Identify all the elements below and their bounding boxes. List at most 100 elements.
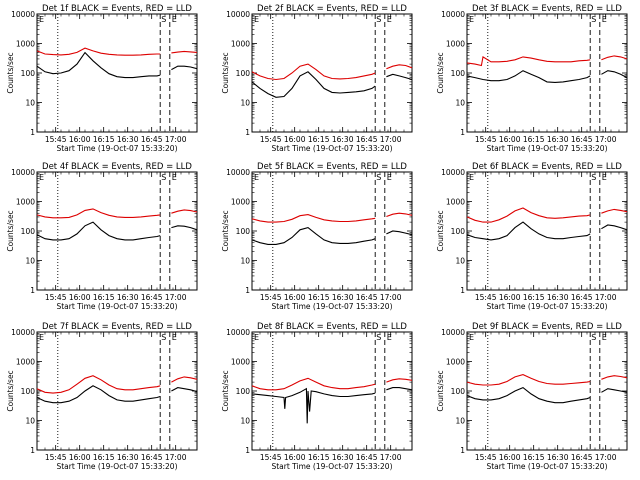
- plot-frame: [251, 13, 413, 133]
- y-tick-label: 100: [451, 69, 466, 78]
- chart-panel-4: Det 4f BLACK = Events, RED = LLD 1 10 100 10…: [6, 162, 198, 311]
- chart-panel-5: Det 5f BLACK = Events, RED = LLD 1 10 100 10…: [221, 162, 413, 311]
- x-tick-label: 16:45: [571, 293, 593, 302]
- events-series-line: [171, 387, 198, 393]
- y-tick-label: 1: [30, 446, 35, 455]
- chart-title: Det 3f BLACK = Events, RED = LLD: [472, 4, 622, 14]
- chart-panel-3: Det 3f BLACK = Events, RED = LLD 1 10 100 10…: [436, 4, 628, 153]
- x-tick-label: 16:45: [571, 135, 593, 144]
- y-tick-label: 1000: [16, 40, 35, 49]
- lld-series-line: [386, 378, 413, 383]
- marker-e-left: E: [469, 333, 474, 342]
- marker-e-right: E: [602, 173, 607, 182]
- x-tick-label: 16:15: [523, 453, 545, 462]
- lld-series-line: [171, 209, 198, 214]
- y-tick-label: 100: [451, 387, 466, 396]
- y-tick-label: 10: [455, 99, 465, 108]
- x-tick-label: 16:45: [141, 135, 163, 144]
- y-tick-label: 1000: [231, 358, 250, 367]
- chart-panel-1: Det 1f BLACK = Events, RED = LLD 1 10 100 10…: [6, 4, 198, 153]
- y-axis-label: Counts/sec: [436, 370, 445, 411]
- chart-panel-8: Det 8f BLACK = Events, RED = LLD 1 10 100 10…: [221, 322, 413, 471]
- y-tick-label: 10000: [441, 10, 465, 19]
- marker-e-left: E: [39, 15, 44, 24]
- events-series-line: [601, 388, 628, 393]
- events-series-line: [386, 387, 413, 391]
- marker-s: S: [591, 173, 596, 182]
- y-tick-label: 10000: [226, 328, 250, 337]
- y-tick-label: 10: [25, 257, 35, 266]
- lld-series-line: [36, 375, 161, 394]
- lld-series-line: [466, 207, 591, 223]
- x-tick-label: 16:15: [308, 453, 330, 462]
- marker-e-left: E: [254, 15, 259, 24]
- x-tick-label: 15:45: [475, 293, 497, 302]
- y-axis-label: Counts/sec: [221, 52, 230, 93]
- y-tick-label: 10000: [11, 328, 35, 337]
- marker-e-left: E: [39, 333, 44, 342]
- y-tick-label: 10: [240, 417, 250, 426]
- y-axis-label: Counts/sec: [436, 52, 445, 93]
- x-tick-label: 17:00: [595, 293, 617, 302]
- y-tick-label: 100: [21, 69, 36, 78]
- y-tick-label: 100: [236, 387, 251, 396]
- y-axis-label: Counts/sec: [221, 210, 230, 251]
- chart-title: Det 7f BLACK = Events, RED = LLD: [42, 322, 192, 332]
- x-tick-label: 16:15: [93, 293, 115, 302]
- marker-e-right: E: [602, 15, 607, 24]
- x-tick-label: 16:30: [117, 453, 139, 462]
- x-tick-label: 16:30: [547, 135, 569, 144]
- events-series-line: [466, 221, 591, 241]
- marker-e-right: E: [172, 333, 177, 342]
- x-tick-label: 16:15: [93, 135, 115, 144]
- x-tick-label: 17:00: [165, 293, 187, 302]
- chart-title: Det 4f BLACK = Events, RED = LLD: [42, 162, 192, 172]
- x-tick-label: 16:30: [547, 293, 569, 302]
- x-tick-label: 16:00: [499, 135, 521, 144]
- x-axis-label: Start Time (19-Oct-07 15:33:20): [56, 462, 177, 471]
- lld-series-line: [171, 50, 198, 54]
- x-axis-label: Start Time (19-Oct-07 15:33:20): [271, 302, 392, 311]
- plot-frame: [251, 331, 413, 451]
- lld-series-line: [386, 212, 413, 218]
- lld-series-line: [466, 374, 591, 386]
- y-tick-label: 1: [30, 286, 35, 295]
- marker-s: S: [161, 15, 166, 24]
- marker-e-right: E: [387, 15, 392, 24]
- y-tick-label: 1000: [231, 40, 250, 49]
- lld-series-line: [601, 375, 628, 380]
- lld-series-line: [171, 376, 198, 383]
- x-tick-label: 16:30: [332, 453, 354, 462]
- events-series-line: [251, 71, 376, 98]
- y-tick-label: 10000: [226, 168, 250, 177]
- x-tick-label: 16:45: [356, 293, 378, 302]
- x-tick-label: 16:45: [356, 453, 378, 462]
- x-tick-label: 16:45: [141, 293, 163, 302]
- y-tick-label: 1: [245, 286, 250, 295]
- x-tick-label: 16:15: [308, 293, 330, 302]
- y-tick-label: 10000: [11, 168, 35, 177]
- marker-e-left: E: [469, 15, 474, 24]
- y-tick-label: 10: [240, 257, 250, 266]
- y-tick-label: 10: [455, 417, 465, 426]
- chart-panel-7: Det 7f BLACK = Events, RED = LLD 1 10 100 10…: [6, 322, 198, 471]
- y-tick-label: 1000: [16, 358, 35, 367]
- marker-e-left: E: [469, 173, 474, 182]
- x-tick-label: 17:00: [380, 135, 402, 144]
- y-tick-label: 1: [245, 446, 250, 455]
- lld-series-line: [251, 377, 376, 391]
- x-tick-label: 16:30: [332, 135, 354, 144]
- x-tick-label: 15:45: [260, 293, 282, 302]
- y-tick-label: 1000: [446, 358, 465, 367]
- y-axis-label: Counts/sec: [436, 210, 445, 251]
- events-series-line: [601, 224, 628, 231]
- x-tick-label: 15:45: [475, 453, 497, 462]
- marker-s: S: [376, 15, 381, 24]
- y-tick-label: 10000: [226, 10, 250, 19]
- y-tick-label: 1: [30, 128, 35, 137]
- marker-e-right: E: [602, 333, 607, 342]
- x-tick-label: 16:15: [523, 293, 545, 302]
- lld-series-line: [601, 55, 628, 61]
- chart-title: Det 2f BLACK = Events, RED = LLD: [257, 4, 407, 14]
- chart-title: Det 6f BLACK = Events, RED = LLD: [472, 162, 622, 172]
